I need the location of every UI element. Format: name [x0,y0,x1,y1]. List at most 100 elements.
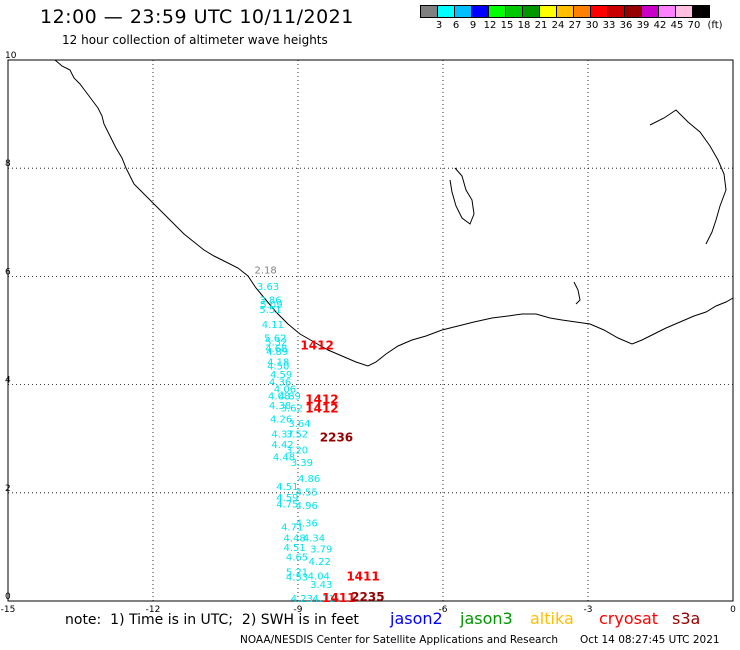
wave-height-label: 1412 [305,393,338,407]
wave-height-label: 4.96 [296,501,318,512]
map-title: 12:00 — 23:59 UTC 10/11/2021 [40,6,354,28]
colorbar-label: 70 [687,20,701,31]
wave-height-label: 3.79 [310,544,332,555]
lon-tick-label: -12 [146,605,161,615]
wave-height-label: 4.55 [296,488,318,499]
colorbar-label: 24 [551,20,565,31]
colorbar-label: 12 [483,20,497,31]
lon-tick-label: -3 [584,605,593,615]
wave-height-label: 4.59 [276,493,298,504]
colorbar [420,5,710,18]
colorbar-label: 33 [602,20,616,31]
lat-tick-label: 10 [5,51,17,61]
wave-height-label: 4.37 [271,430,293,441]
generated-timestamp: Oct 14 08:27:45 UTC 2021 [580,634,720,646]
wave-height-label: 4.38 [269,401,291,412]
lon-tick-label: -6 [439,605,448,615]
wave-height-label: 3.64 [288,419,310,430]
colorbar-labels: 3 6 9 12 15 18 21 24 27 30 33 36 39 42 45 70 (ft) [420,20,740,34]
wave-height-label: 5.51 [259,305,281,316]
wave-height-label: 2235 [351,590,384,604]
wave-height-label: 4.59 [270,370,292,381]
wave-height-label: 5.21 [286,568,308,579]
lon-tick-label: 0 [730,605,736,615]
wave-height-label: 2.18 [255,266,277,277]
lat-tick-label: 4 [5,376,11,386]
colorbar-label: 45 [670,20,684,31]
colorbar-label: 15 [500,20,514,31]
wave-height-label: 3.63 [257,282,279,293]
colorbar-swatch [692,5,710,18]
colorbar-label: 6 [452,20,460,31]
legend-item-s3a: s3a [672,609,701,628]
legend-item-jason3: jason3 [460,609,513,628]
colorbar-label: 21 [534,20,548,31]
wave-height-label: 4.34 [303,533,325,544]
wave-height-label: 4.86 [298,474,320,485]
colorbar-label: 9 [469,20,477,31]
wave-height-label: 4.08 [268,392,290,403]
colorbar-label: 30 [585,20,599,31]
lat-tick-label: 6 [5,267,11,277]
colorbar-unit: (ft) [707,20,723,31]
wave-height-label: 4.11 [262,320,284,331]
colorbar-label: 39 [636,20,650,31]
lon-tick-label: -15 [1,605,16,615]
wave-height-label: 3.43 [310,580,332,591]
wave-height-label: 4.71 [281,523,303,534]
wave-height-label: 4.48 [284,533,306,544]
wave-height-label: 3.86 [259,295,281,306]
colorbar-label: 42 [653,20,667,31]
wave-height-label: 4.89 [279,392,301,403]
wave-height-label: 4.11 [313,594,335,605]
wave-height-label: 4.65 [286,552,308,563]
legend-item-cryosat: cryosat [599,609,659,628]
lat-tick-label: 0 [5,592,11,602]
wave-height-label: 4.04 [308,571,330,582]
wave-height-label: 4.36 [269,378,291,389]
wave-height-label: 1411 [346,569,379,583]
wave-height-label: 4.48 [273,452,295,463]
wave-height-label: 4.53 [286,572,308,583]
inland-outline [573,281,581,305]
map-frame [7,59,734,602]
colorbar-label: 27 [568,20,582,31]
wave-height-label: 1412 [305,402,338,416]
wave-height-label: 2236 [320,430,353,444]
wave-height-label: 4.42 [271,440,293,451]
colorbar-label: 36 [619,20,633,31]
wave-height-label: 4.23 [291,594,313,605]
footer-note: note: 1) Time is in UTC; 2) SWH is in fe… [65,612,359,628]
inland-outline [649,109,727,245]
lat-tick-label: 8 [5,159,11,169]
lon-tick-label: -9 [294,605,303,615]
wave-height-label: 5.62 [264,333,286,344]
map-subtitle: 12 hour collection of altimeter wave hei… [62,33,328,47]
wave-height-label: 4.89 [266,347,288,358]
wave-height-label: 4.75 [276,499,298,510]
wave-height-label: 1411 [322,591,355,605]
colorbar-label: 3 [435,20,443,31]
legend-item-jason2: jason2 [390,609,443,628]
wave-height-label: 4.18 [267,358,289,369]
coastline [54,59,734,367]
wave-height-label: 4.36 [296,518,318,529]
wave-height-label: 4.50 [267,361,289,372]
wave-height-label: 4.68 [265,344,287,355]
wave-height-label: 4.26 [270,414,292,425]
wave-height-label: 3.39 [291,458,313,469]
colorbar-label: 18 [517,20,531,31]
wave-height-label: 4.22 [309,557,331,568]
wave-height-label: 3.62 [281,404,303,415]
wave-height-label: 5.32 [265,338,287,349]
inland-outline [449,167,475,225]
legend-item-altika: altika [530,609,574,628]
wave-height-label: 4.51 [276,482,298,493]
wave-height-label: 4.51 [284,543,306,554]
credit-text: NOAA/NESDIS Center for Satellite Applica… [240,634,558,646]
wave-height-label: 4.06 [274,385,296,396]
lat-tick-label: 2 [5,484,11,494]
wave-height-label: 5.09 [260,300,282,311]
wave-height-label: 3.52 [286,430,308,441]
